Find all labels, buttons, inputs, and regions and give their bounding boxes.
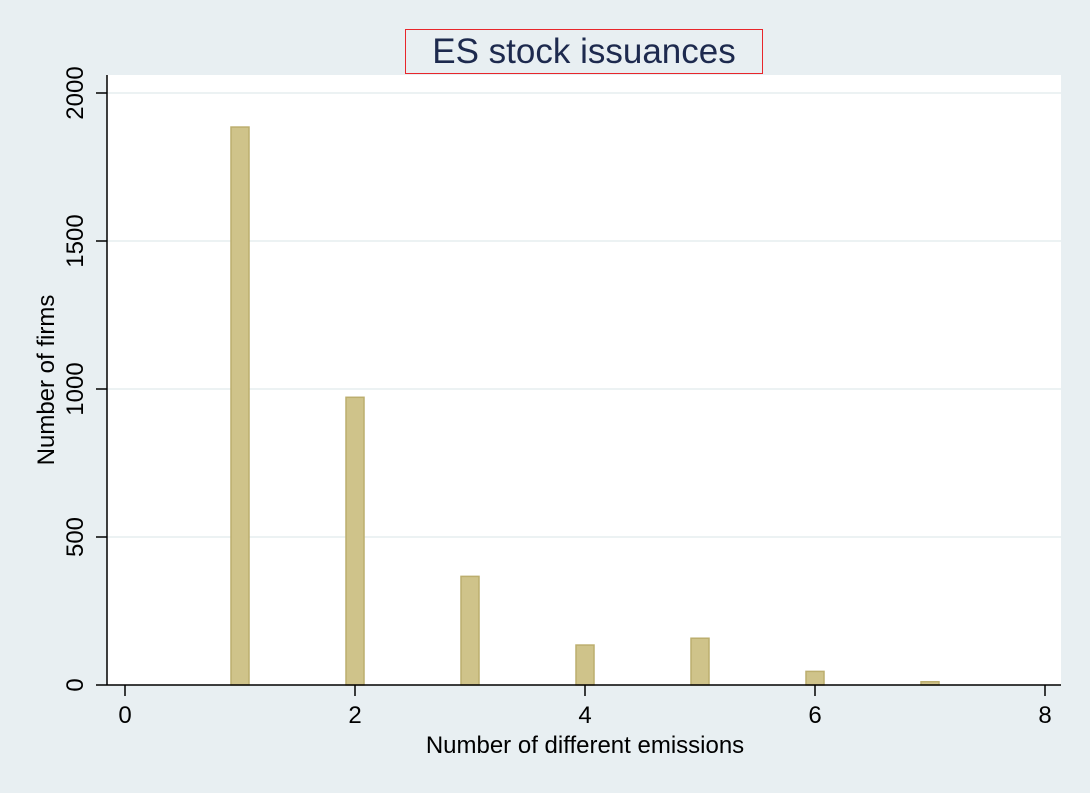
y-tick-label: 500 [62,517,89,557]
gridlines [107,92,1061,538]
chart-title: ES stock issuances [432,32,736,71]
y-tick-label: 1000 [62,362,89,415]
y-axis-title: Number of firms [33,295,60,466]
plot-area [107,75,1061,685]
bar-1 [230,126,250,686]
axes: 0 2 4 6 8 0 500 1000 1500 2000 [62,66,1061,729]
chart-title-box: ES stock issuances [405,29,763,74]
bar-4 [575,644,595,686]
y-tick-label: 1500 [62,214,89,267]
x-tick-label: 0 [118,702,131,729]
bar-3 [460,575,480,686]
bar-6 [805,670,825,686]
y-tick-label: 0 [62,678,89,691]
bar-2 [345,396,365,686]
x-tick-label: 4 [578,702,591,729]
x-tick-label: 2 [348,702,361,729]
y-tick-label: 2000 [62,66,89,119]
bar-5 [690,637,710,686]
x-axis-title: Number of different emissions [426,732,744,759]
x-tick-label: 8 [1038,702,1051,729]
bars [230,126,940,686]
x-tick-label: 6 [808,702,821,729]
